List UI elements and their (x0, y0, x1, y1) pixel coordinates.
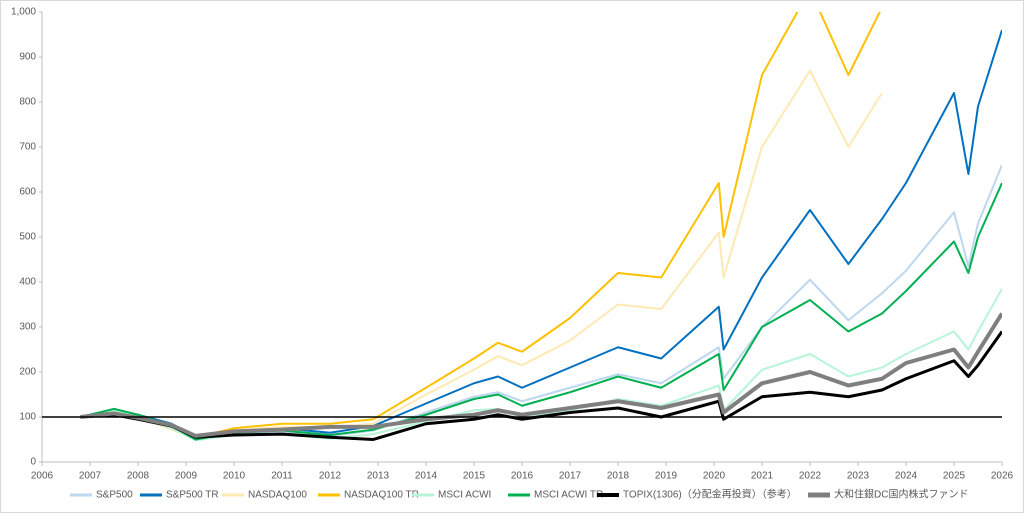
series-line (80, 330, 1002, 441)
y-tick-label: 0 (30, 457, 36, 468)
legend-label: S&P500 TR (166, 490, 219, 501)
x-tick-label: 2023 (847, 471, 870, 482)
series-line (80, 312, 1002, 438)
x-tick-label: 2010 (223, 471, 246, 482)
y-tick-label: 200 (19, 367, 36, 378)
plot-area (80, 12, 1002, 442)
x-tick-label: 2014 (415, 471, 438, 482)
x-tick-label: 2026 (991, 471, 1014, 482)
legend-label: NASDAQ100 TR (344, 490, 419, 501)
y-tick-label: 600 (19, 187, 36, 198)
x-tick-label: 2021 (751, 471, 774, 482)
legend-label: MSCI ACWI TR (534, 490, 603, 501)
x-tick-label: 2013 (367, 471, 390, 482)
legend-label: S&P500 (96, 490, 133, 501)
x-tick-label: 2018 (607, 471, 630, 482)
x-tick-label: 2012 (319, 471, 342, 482)
x-tick-label: 2009 (175, 471, 198, 482)
x-tick-label: 2020 (703, 471, 726, 482)
x-tick-label: 2022 (799, 471, 822, 482)
x-tick-label: 2006 (31, 471, 54, 482)
series-line (80, 288, 1002, 442)
x-tick-label: 2025 (943, 471, 966, 482)
legend-label: NASDAQ100 (248, 490, 307, 501)
legend-label: MSCI ACWI (438, 490, 491, 501)
x-tick-label: 2017 (559, 471, 582, 482)
y-tick-label: 800 (19, 97, 36, 108)
y-tick-label: 500 (19, 232, 36, 243)
y-tick-label: 300 (19, 322, 36, 333)
y-tick-label: 100 (19, 412, 36, 423)
x-tick-label: 2024 (895, 471, 918, 482)
y-tick-label: 900 (19, 52, 36, 63)
x-tick-label: 2008 (127, 471, 150, 482)
x-tick-label: 2011 (271, 471, 293, 482)
y-tick-label: 400 (19, 277, 36, 288)
x-tick-label: 2019 (655, 471, 678, 482)
x-tick-label: 2007 (79, 471, 102, 482)
y-tick-label: 700 (19, 142, 36, 153)
x-tick-label: 2016 (511, 471, 534, 482)
y-tick-label: 1,000 (11, 7, 36, 18)
legend-label: 大和住銀DC国内株式ファンド (834, 488, 968, 501)
legend-label: TOPIX(1306)（分配金再投資）（参考） (623, 488, 797, 501)
x-tick-label: 2015 (463, 471, 486, 482)
